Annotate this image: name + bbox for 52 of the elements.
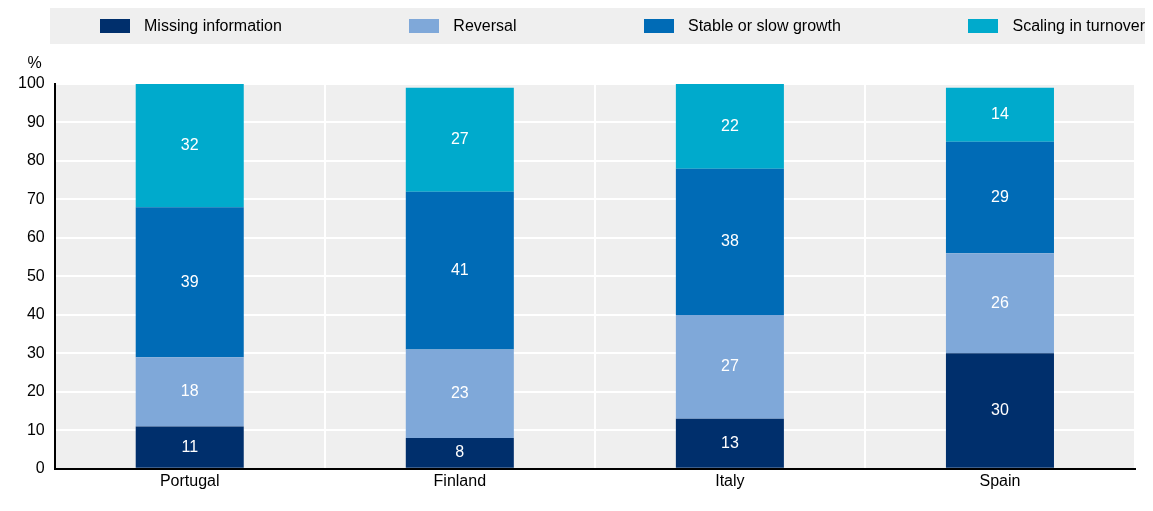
y-tick-label: 100 [17,74,45,92]
data-label: 8 [455,443,465,461]
y-tick-label: 10 [26,420,45,438]
y-tick-label: 50 [26,266,45,284]
bar [405,87,514,192]
y-tick-label: 20 [26,382,45,400]
bar [945,141,1054,254]
data-label: 38 [720,232,739,250]
legend-label: Scaling in turnover [1012,17,1145,35]
bar [135,357,244,427]
y-tick-label: 0 [35,459,45,477]
bar [945,253,1054,354]
data-label: 23 [450,384,469,402]
y-tick-label: 60 [26,228,45,246]
data-label: 26 [991,293,1009,311]
y-tick-label: 40 [26,305,45,323]
legend-label: Missing information [144,17,282,35]
bar [675,84,784,169]
bar [675,314,784,419]
data-label: 18 [180,382,199,400]
x-tick-label: Italy [715,471,745,489]
bar [405,191,514,350]
data-label: 14 [991,105,1009,123]
data-label: 41 [450,261,469,279]
x-tick-label: Finland [433,471,487,489]
legend-label: Reversal [453,17,517,35]
y-tick-label: 80 [26,151,45,169]
data-label: 27 [450,130,469,148]
bar [135,426,244,468]
data-label: 27 [720,357,739,375]
data-label: 11 [181,437,199,455]
x-tick-label: Spain [979,471,1021,489]
data-label: 22 [720,116,739,134]
bar [135,207,244,358]
y-tick-label: 70 [26,189,45,207]
y-tick-label: 30 [26,343,45,361]
data-label: 13 [720,433,739,451]
bar [405,438,514,468]
bar [945,353,1054,468]
bar [675,418,784,468]
x-tick-label: Portugal [159,471,220,489]
data-label: 39 [180,272,199,290]
y-tick-label: 90 [26,112,45,130]
data-label: 29 [991,187,1009,205]
data-label: 32 [180,135,199,153]
y-axis-title: % [27,54,42,72]
legend-label: Stable or slow growth [688,17,841,35]
bar [405,349,514,439]
bar [135,84,244,208]
data-label: 30 [991,400,1009,418]
bar [675,168,784,315]
bar [945,87,1054,142]
